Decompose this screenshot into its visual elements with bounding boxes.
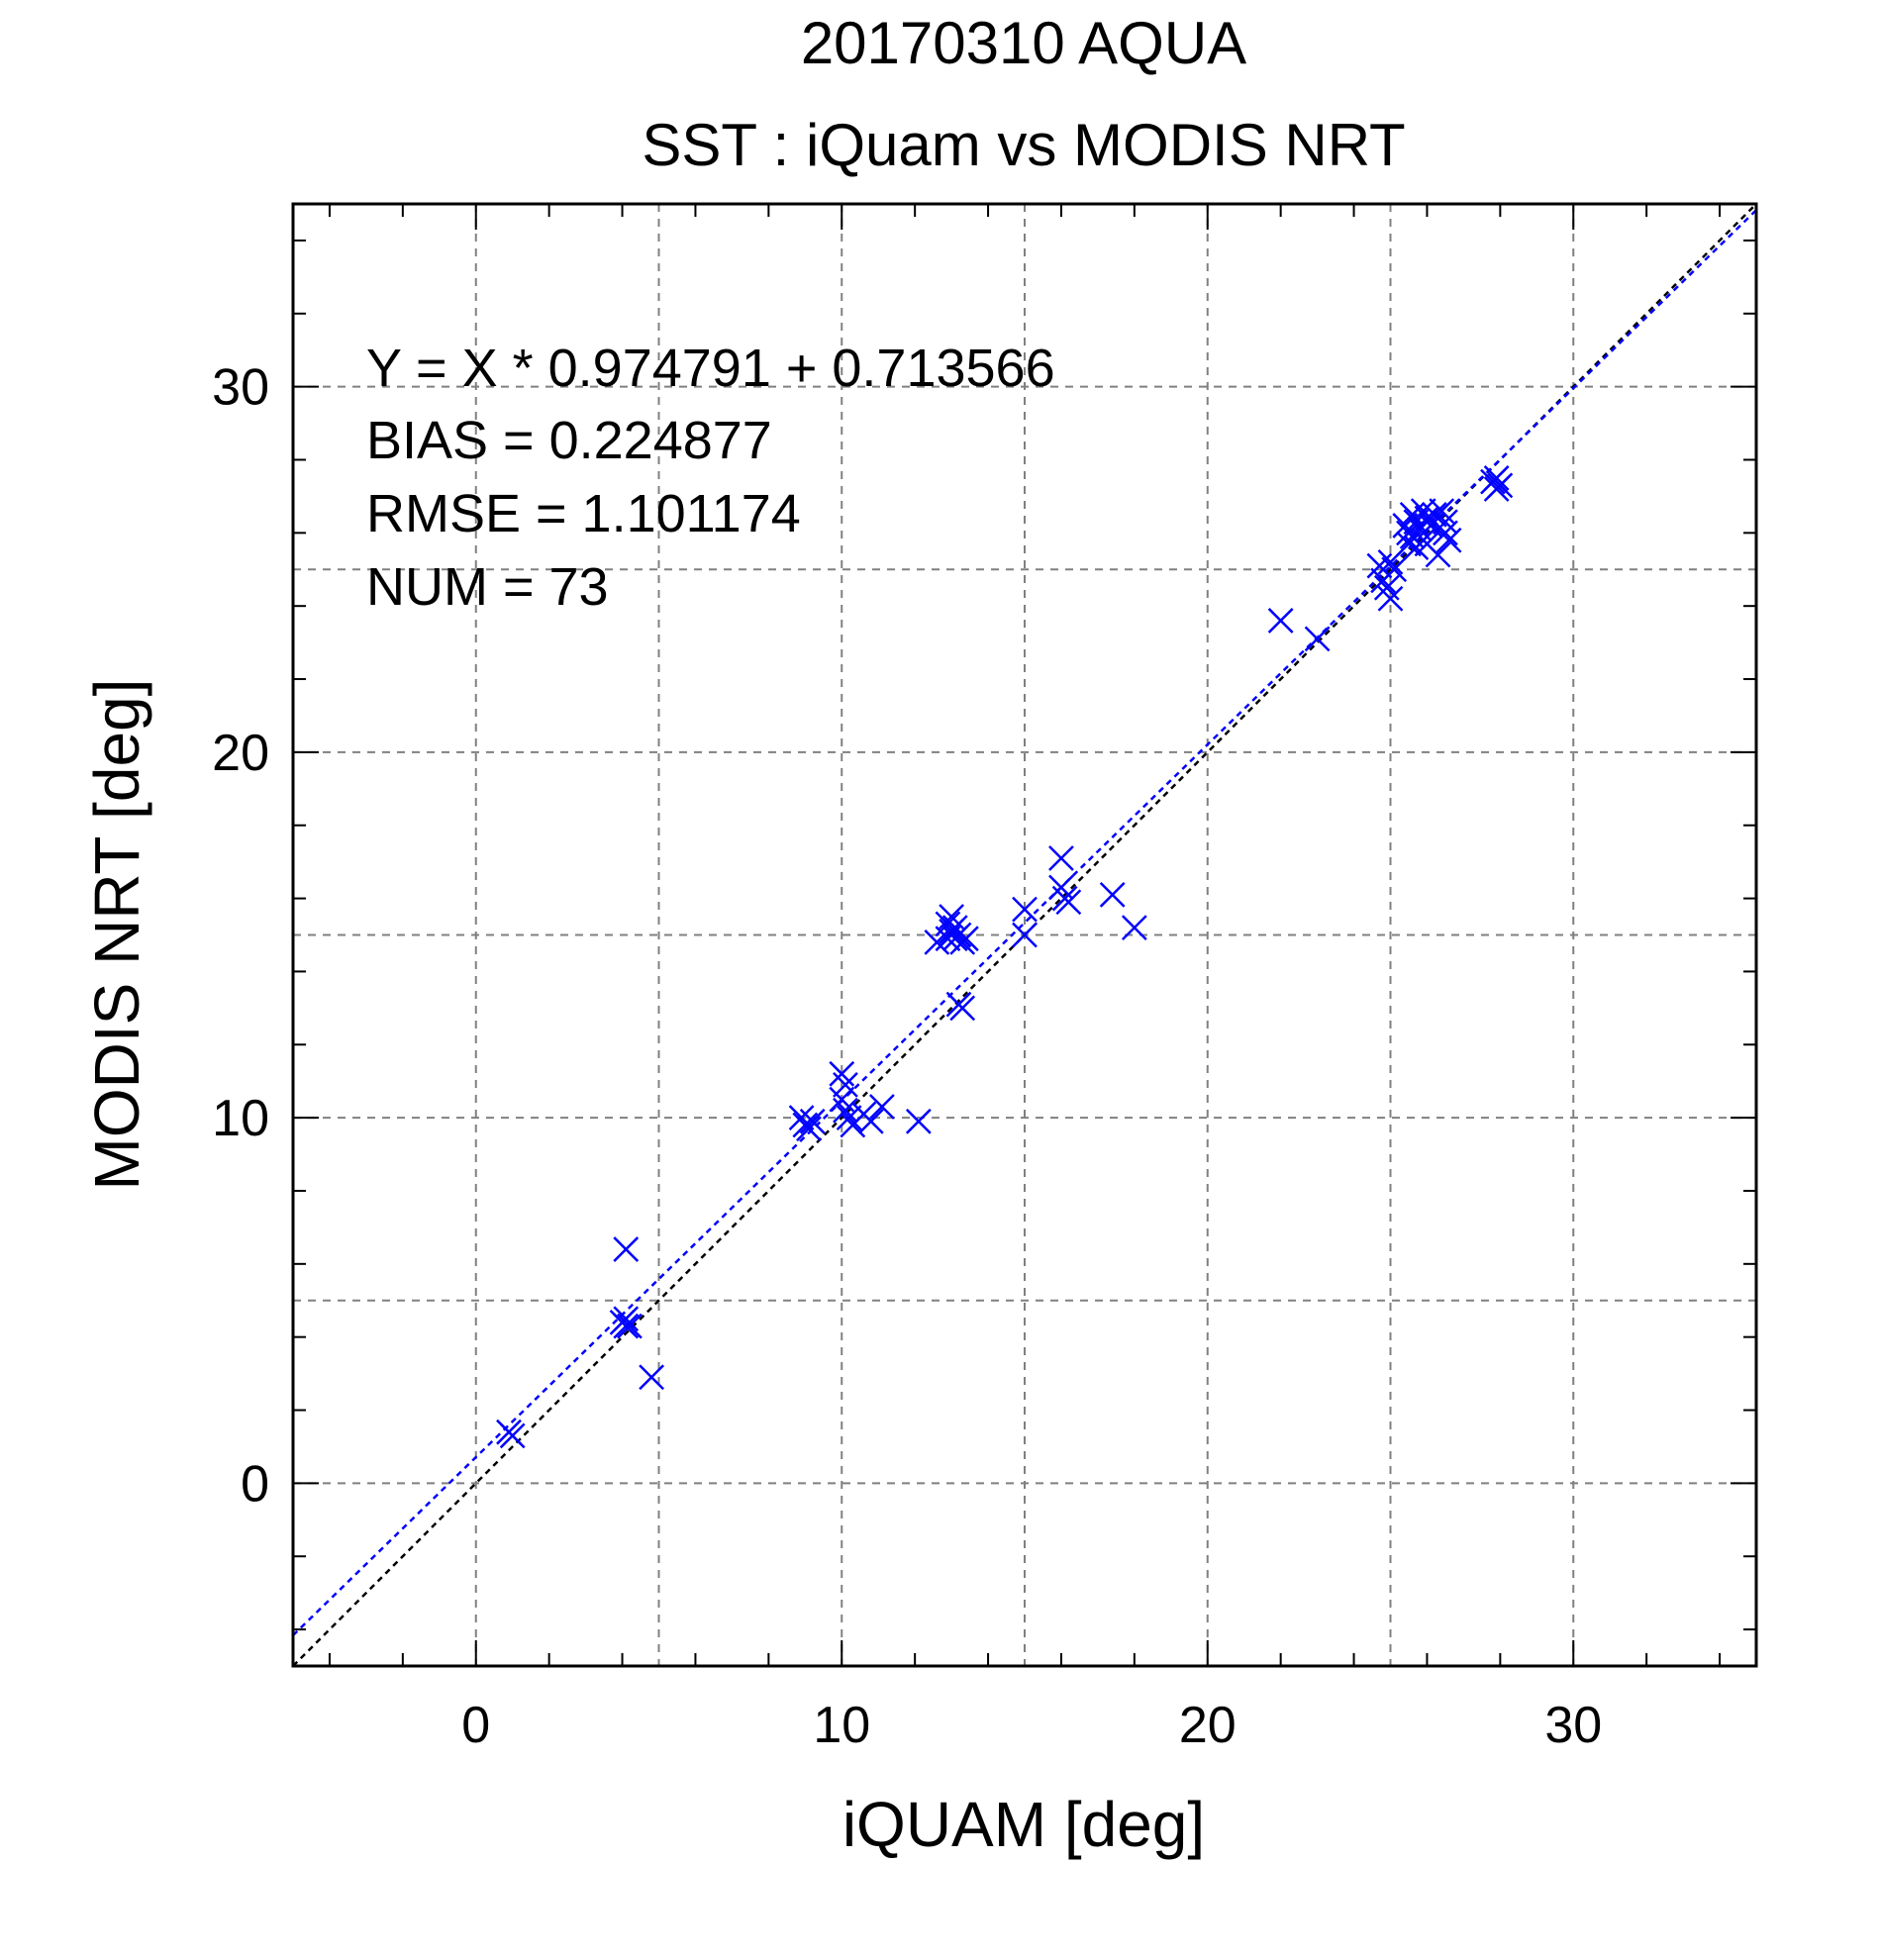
chart-title: 20170310 AQUA (801, 10, 1246, 76)
chart-subtitle: SST : iQuam vs MODIS NRT (642, 112, 1405, 178)
y-tick-label: 10 (212, 1090, 269, 1147)
data-point (799, 1108, 826, 1134)
fit-lines (292, 203, 1757, 1667)
data-point (1414, 531, 1440, 557)
marker-stroke (949, 995, 976, 1022)
data-point (639, 1364, 664, 1391)
marker-stroke (796, 1116, 822, 1142)
data-point (833, 1072, 858, 1098)
marker-stroke (1421, 501, 1447, 528)
data-point (1012, 896, 1038, 923)
marker-stroke (829, 1060, 855, 1087)
data-point (1377, 585, 1404, 612)
data-point (945, 922, 972, 948)
marker-stroke (869, 1094, 895, 1120)
data-point (796, 1116, 822, 1142)
data-point (952, 926, 979, 952)
marker-stroke (613, 1306, 640, 1332)
marker-stroke (1121, 915, 1147, 940)
data-point (1487, 472, 1514, 499)
marker-stroke (1396, 531, 1422, 557)
data-point (617, 1313, 643, 1339)
data-point (869, 1094, 895, 1120)
marker-stroke (1483, 465, 1510, 491)
data-point (949, 995, 976, 1022)
marker-stroke (1055, 889, 1082, 916)
y-tick-label: 20 (212, 725, 269, 782)
x-tick-label: 30 (1544, 1697, 1602, 1754)
data-point (1483, 465, 1510, 491)
data-point (1433, 520, 1458, 546)
x-tick-label: 20 (1179, 1697, 1237, 1754)
marker-stroke (836, 1105, 862, 1131)
plot-frame (291, 202, 1758, 1668)
marker-stroke (945, 922, 972, 948)
marker-stroke (1012, 896, 1038, 923)
data-point (1048, 845, 1074, 871)
marker-stroke (833, 1072, 858, 1098)
marker-stroke (788, 1105, 815, 1131)
data-point (613, 1236, 640, 1262)
y-tick-labels: 0 10 20 30 (212, 359, 269, 1514)
marker-stroke (496, 1419, 522, 1445)
marker-stroke (1304, 626, 1331, 652)
data-point (1421, 501, 1447, 528)
data-point (1012, 922, 1038, 948)
marker-stroke (1429, 498, 1455, 525)
data-point (905, 1108, 932, 1134)
marker-stroke (1267, 608, 1294, 634)
marker-stroke (1012, 922, 1038, 948)
marker-stroke (1487, 472, 1514, 499)
marker-stroke (1048, 874, 1074, 901)
data-point (496, 1419, 522, 1445)
regression-line (292, 209, 1757, 1636)
data-point (1436, 527, 1462, 553)
data-point (1396, 531, 1422, 557)
y-axis-label: MODIS NRT [deg] (81, 679, 152, 1191)
annotation-regression: Y = X * 0.974791 + 0.713566 (366, 339, 1055, 398)
x-tick-label: 10 (813, 1697, 870, 1754)
marker-stroke (905, 1108, 932, 1134)
data-point (1121, 915, 1147, 940)
data-point (1055, 889, 1082, 916)
data-point (857, 1108, 884, 1134)
marker-stroke (1381, 556, 1408, 583)
y-tick-label: 30 (212, 359, 269, 417)
data-point (1381, 556, 1408, 583)
grid-lines (293, 204, 1756, 1666)
marker-stroke (617, 1313, 643, 1339)
marker-stroke (1373, 574, 1400, 601)
x-tick-label: 0 (461, 1697, 490, 1754)
annotation-num: NUM = 73 (366, 557, 609, 617)
data-point (1304, 626, 1331, 652)
annotation-rmse: RMSE = 1.101174 (366, 484, 801, 543)
data-point (836, 1105, 862, 1131)
x-axis-label: iQUAM [deg] (842, 1789, 1205, 1860)
marker-stroke (857, 1108, 884, 1134)
annotation-bias: BIAS = 0.224877 (366, 411, 772, 470)
data-point (613, 1306, 640, 1332)
marker-stroke (952, 926, 979, 952)
marker-stroke (1414, 531, 1440, 557)
marker-stroke (1048, 845, 1074, 871)
data-point (1099, 881, 1126, 908)
data-points (496, 465, 1514, 1449)
marker-stroke (829, 1086, 855, 1113)
marker-stroke (1436, 527, 1462, 553)
marker-stroke (1410, 498, 1436, 525)
marker-stroke (639, 1364, 664, 1391)
data-point (1267, 608, 1294, 634)
stats-annotations: Y = X * 0.974791 + 0.713566 BIAS = 0.224… (366, 339, 1055, 617)
y-tick-label: 0 (241, 1455, 269, 1513)
marker-stroke (1099, 881, 1126, 908)
marker-stroke (799, 1108, 826, 1134)
x-tick-labels: 0 10 20 30 (461, 1697, 1602, 1754)
axis-ticks (293, 204, 1756, 1666)
marker-stroke (613, 1236, 640, 1262)
marker-stroke (1377, 585, 1404, 612)
marker-stroke (1433, 520, 1458, 546)
